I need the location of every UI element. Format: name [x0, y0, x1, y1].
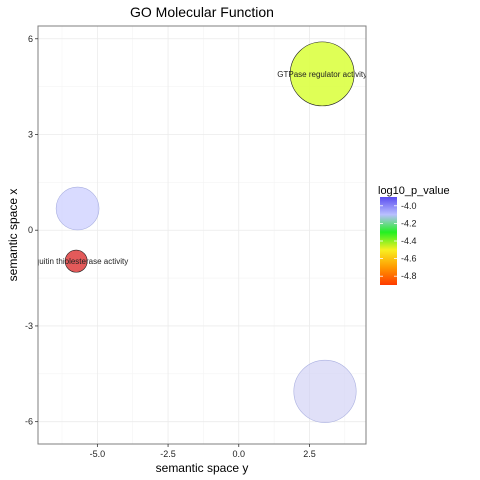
x-tick-label: -2.5 [160, 449, 176, 459]
y-tick-label: 6 [28, 34, 33, 44]
legend-label: -4.0 [401, 201, 417, 211]
y-tick-label: 0 [28, 225, 33, 235]
bubble-label: GTPase regulator activity [277, 70, 367, 79]
bubble-point [289, 41, 355, 107]
legend-colorbar [380, 197, 397, 285]
x-tick-label: 2.5 [303, 449, 316, 459]
y-tick-label: -3 [25, 321, 33, 331]
x-axis-title: semantic space y [156, 461, 249, 475]
legend-label: -4.4 [401, 236, 417, 246]
plot-border [37, 25, 367, 445]
legend-label: -4.2 [401, 218, 417, 228]
y-tick-label: -6 [25, 417, 33, 427]
x-tick-label: 0.0 [233, 449, 246, 459]
y-axis-title: semantic space x [6, 189, 20, 282]
legend-label: -4.6 [401, 254, 417, 264]
bubble-point [64, 249, 88, 273]
x-tick-label: -5.0 [90, 449, 106, 459]
bubble-point [293, 359, 357, 423]
chart-title: GO Molecular Function [130, 4, 274, 20]
y-tick-label: 3 [28, 129, 33, 139]
bubble-point [55, 186, 100, 231]
bubble-label: ubiquitin thiolesterase activity [24, 257, 128, 266]
legend-label: -4.8 [401, 271, 417, 281]
legend-title: log10_p_value [378, 185, 450, 197]
